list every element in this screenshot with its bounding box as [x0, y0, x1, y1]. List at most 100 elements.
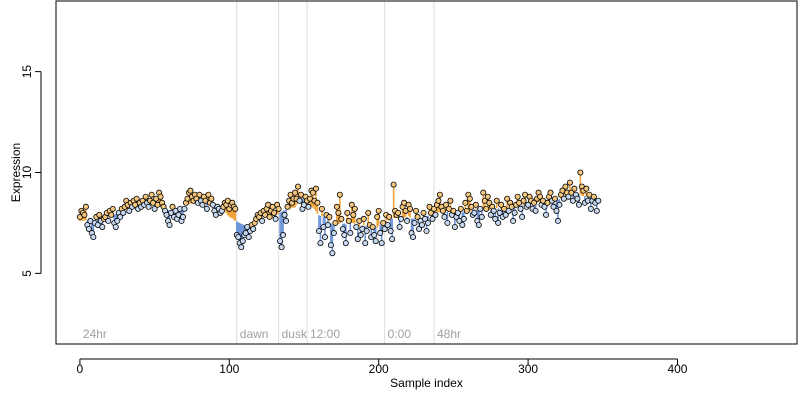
data-point [493, 197, 500, 204]
data-point [430, 205, 437, 212]
data-point [309, 189, 316, 196]
data-point [454, 209, 461, 216]
data-point [490, 207, 497, 214]
data-point [344, 209, 351, 216]
data-point [432, 211, 439, 218]
data-point [372, 238, 379, 245]
data-point [462, 199, 469, 206]
data-point [390, 181, 397, 188]
data-point [547, 189, 554, 196]
data-point [498, 201, 505, 208]
data-point [577, 169, 584, 176]
data-point [181, 205, 188, 212]
data-point [245, 234, 252, 241]
data-point [411, 219, 418, 226]
data-point [444, 219, 451, 226]
data-point [471, 209, 478, 216]
y-tick-label: 15 [20, 65, 34, 79]
data-point [169, 203, 176, 210]
data-point [519, 213, 526, 220]
data-point [387, 228, 394, 235]
data-point [360, 215, 367, 222]
data-point [378, 240, 385, 247]
data-point [487, 211, 494, 218]
data-point [414, 213, 421, 220]
data-point [157, 193, 164, 200]
data-point [336, 191, 343, 198]
data-point [339, 225, 346, 232]
data-point [571, 185, 578, 192]
data-point [283, 217, 290, 224]
data-point [362, 240, 369, 247]
data-point [117, 213, 124, 220]
data-point [326, 213, 333, 220]
data-point [342, 240, 349, 247]
data-point [478, 213, 485, 220]
data-point [541, 203, 548, 210]
data-point [281, 211, 288, 218]
data-point [575, 201, 582, 208]
data-point [369, 223, 376, 230]
data-point [389, 236, 396, 243]
data-point [142, 193, 149, 200]
data-point [96, 211, 103, 218]
data-point [187, 187, 194, 194]
data-point [398, 215, 405, 222]
data-point [451, 223, 458, 230]
data-point [203, 205, 210, 212]
x-tick-label: 300 [518, 362, 538, 376]
data-point [179, 213, 186, 220]
data-point [330, 230, 337, 237]
marker-label: 48hr [437, 327, 461, 341]
data-point [114, 217, 121, 224]
data-point [151, 205, 158, 212]
data-point [532, 207, 539, 214]
data-point [410, 234, 417, 241]
data-point [472, 201, 479, 208]
data-point [517, 205, 524, 212]
data-point [278, 244, 285, 251]
data-point [259, 217, 266, 224]
data-point [424, 219, 431, 226]
data-point [329, 250, 336, 257]
data-point [363, 228, 370, 235]
x-tick-label: 0 [77, 362, 84, 376]
data-point [483, 205, 490, 212]
data-point [562, 183, 569, 190]
data-point [553, 207, 560, 214]
data-point [105, 217, 112, 224]
data-point [126, 207, 133, 214]
data-point [208, 195, 215, 202]
data-point [511, 209, 518, 216]
x-tick-label: 200 [369, 362, 389, 376]
data-point [413, 207, 420, 214]
data-point [239, 238, 246, 245]
data-point [551, 195, 558, 202]
data-point [295, 183, 302, 190]
data-point [416, 225, 423, 232]
data-point [324, 221, 331, 228]
data-point [133, 195, 140, 202]
data-point [574, 195, 581, 202]
data-point [327, 242, 334, 249]
x-tick-label: 400 [667, 362, 687, 376]
data-point [463, 207, 470, 214]
data-point [335, 209, 342, 216]
data-point [292, 189, 299, 196]
plot-frame [55, 0, 798, 345]
data-point [250, 225, 257, 232]
data-point [595, 197, 602, 204]
data-point [305, 203, 312, 210]
data-point [496, 209, 503, 216]
marker-label: dawn [240, 327, 269, 341]
data-point [384, 221, 391, 228]
data-point [85, 225, 92, 232]
data-point [587, 205, 594, 212]
data-point [321, 234, 328, 241]
data-point [436, 191, 443, 198]
data-point [460, 215, 467, 222]
data-point [441, 213, 448, 220]
data-point [457, 205, 464, 212]
data-point [504, 195, 511, 202]
data-point [315, 228, 322, 235]
